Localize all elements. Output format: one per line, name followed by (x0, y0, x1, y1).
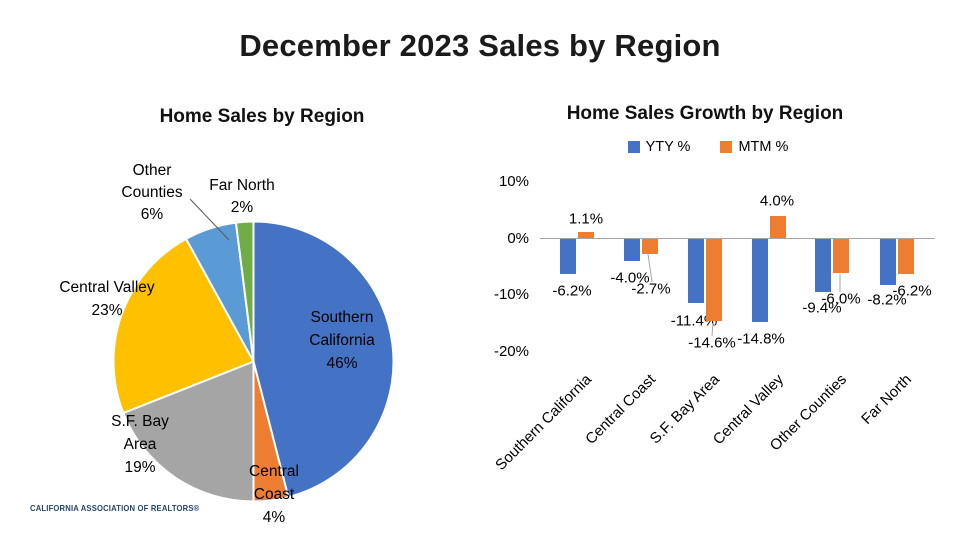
slide-title: December 2023 Sales by Region (239, 28, 721, 63)
legend: YTY % MTM % (518, 138, 898, 156)
y-axis-tick-20: -20% (493, 342, 529, 360)
bar-value-label-yty-far-north: -8.2% (867, 291, 907, 309)
bar-value-label-yty-central-valley: -14.8% (737, 330, 785, 348)
legend-item-mtm: MTM % (720, 139, 788, 155)
bar-yty-s-f-bay-area (688, 238, 704, 304)
bar-mtm-far-north (898, 238, 914, 274)
bar-value-label-mtm-central-valley: 4.0% (759, 192, 795, 210)
bar-value-label-mtm-southern-california: 1.1% (568, 210, 604, 228)
y-axis-tick-10: 10% (498, 172, 529, 190)
pie-label-other-counties: Other Counties 6% (121, 162, 183, 223)
x-axis-label-s-f-bay-area: S.F. Bay Area (646, 371, 724, 448)
bar-value-label-mtm-far-north: -6.2% (892, 282, 932, 300)
x-axis-label-central-coast: Central Coast (582, 371, 660, 448)
bar-leader-line-central-coast-mtm (647, 253, 653, 283)
pie-slice-far-north (234, 220, 255, 363)
bar-mtm-other-counties (833, 238, 849, 273)
y-axis-tick-0: 0% (507, 229, 529, 247)
bar-yty-central-coast (624, 238, 640, 262)
bar-leader-line-sf-bay-mtm (711, 322, 714, 337)
bar-mtm-s-f-bay-area (706, 238, 722, 322)
x-axis-label-central-valley: Central Valley (709, 371, 788, 449)
bar-value-label-yty-s-f-bay-area: -11.4% (670, 312, 718, 330)
pie-chart-title: Home Sales by Region (159, 106, 365, 127)
legend-swatch-mtm-icon (720, 141, 733, 153)
x-axis-label-other-counties: Other Counties (766, 371, 851, 455)
bar-value-label-mtm-s-f-bay-area: -14.6% (688, 334, 736, 352)
x-axis-label-southern-california: Southern California (492, 371, 596, 474)
legend-label-yty: YTY % (645, 139, 691, 155)
bar-value-label-mtm-central-coast: -2.7% (631, 280, 671, 298)
pie-label-central-coast: Central Coast 4% (249, 463, 299, 526)
bar-yty-other-counties (815, 238, 831, 292)
bar-yty-far-north (880, 238, 896, 285)
car-logo: CALIFORNIA ASSOCIATION OF REALTORS® (30, 503, 200, 513)
bar-x-axis-line (540, 238, 935, 239)
bar-yty-central-valley (752, 238, 768, 323)
bar-mtm-central-coast (642, 238, 658, 254)
pie-label-sf-bay-area: S.F. Bay Area 19% (111, 413, 169, 476)
legend-label-mtm: MTM % (738, 139, 789, 155)
bar-value-label-yty-other-counties: -9.4% (802, 299, 842, 317)
x-axis-label-far-north: Far North (858, 371, 916, 428)
pie-label-far-north: Far North 2% (209, 177, 275, 216)
bar-yty-southern-california (560, 238, 576, 274)
legend-item-yty: YTY % (627, 139, 691, 155)
bar-mtm-central-valley (770, 215, 786, 239)
bar-value-label-mtm-other-counties: -6.0% (821, 290, 861, 308)
pie-slice-southern-california (252, 220, 395, 499)
pie-label-southern-california: Southern California 46% (309, 309, 375, 372)
y-axis-tick-10: -10% (493, 286, 529, 304)
bar-value-label-yty-central-coast: -4.0% (610, 269, 650, 287)
bar-value-label-yty-southern-california: -6.2% (552, 282, 592, 300)
legend-swatch-yty-icon (627, 141, 640, 153)
bar-chart-title: Home Sales Growth by Region (566, 103, 844, 124)
pie-label-central-valley: Central Valley 23% (59, 279, 155, 319)
pie-slice-central-valley (112, 237, 255, 415)
pie-slice-s-f-bay-area (122, 360, 255, 503)
